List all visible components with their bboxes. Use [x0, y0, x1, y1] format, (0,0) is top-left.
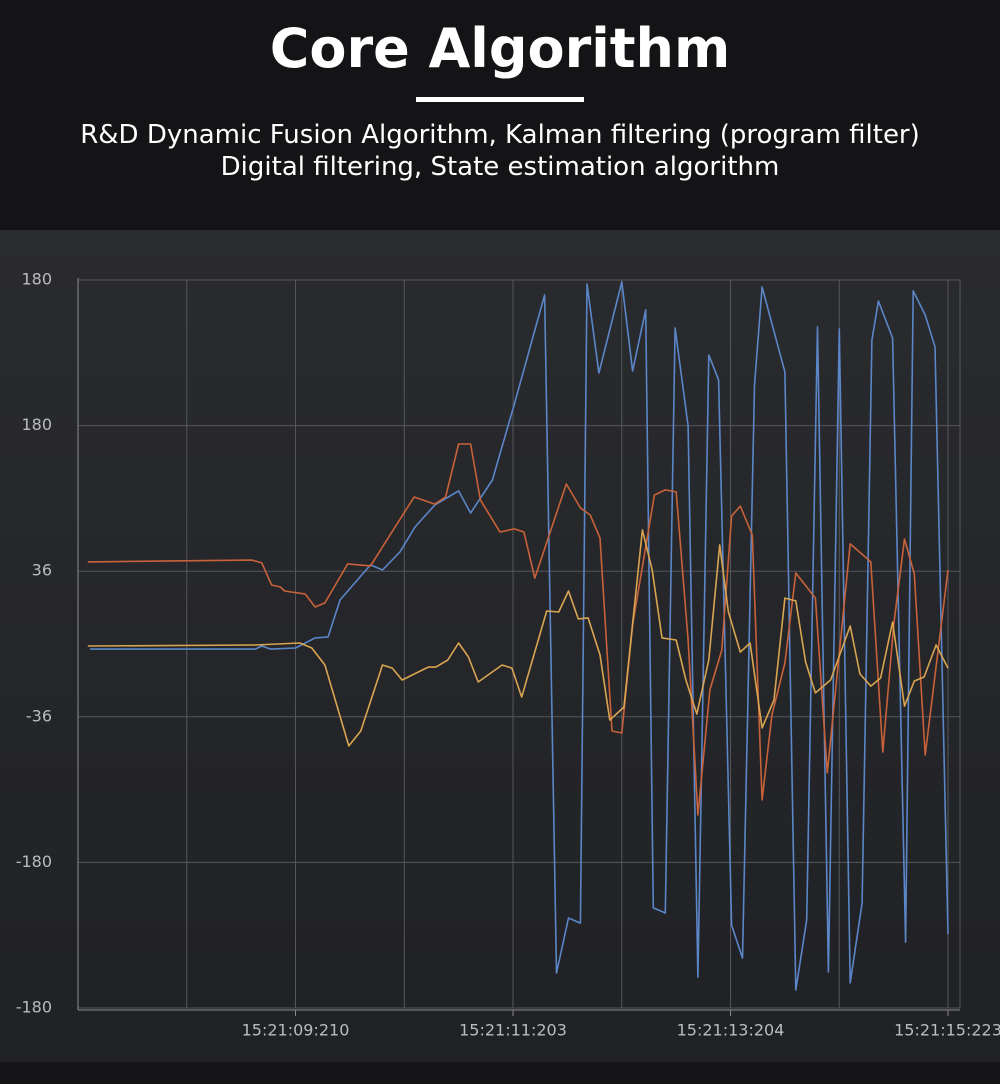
title-underline [416, 97, 584, 102]
data-line [87, 443, 949, 816]
x-tick-label: 15:21:11:203 [459, 1021, 567, 1040]
y-tick-label: 180 [21, 270, 52, 289]
y-tick-label: -180 [16, 998, 52, 1017]
footer-strip [0, 1062, 1000, 1084]
data-line [90, 281, 949, 991]
title: Core Algorithm [269, 17, 731, 80]
y-tick-label: 36 [32, 561, 52, 580]
y-tick-label: 180 [21, 415, 52, 434]
x-tick-label: 15:21:09:210 [242, 1021, 350, 1040]
y-tick-label: -36 [26, 706, 52, 725]
subtitle: R&D Dynamic Fusion Algorithm, Kalman fil… [80, 120, 920, 150]
header: Core Algorithm R&D Dynamic Fusion Algori… [0, 0, 1000, 230]
y-tick-label: -180 [16, 852, 52, 871]
x-tick-label: 15:21:13:204 [677, 1021, 785, 1040]
data-line [87, 529, 949, 747]
chart: 180 180 36 -36 -180 -180 15:21:09:210 15:21:11:… [0, 230, 1000, 1062]
subtitle: Digital filtering, State estimation algo… [220, 152, 780, 182]
x-tick-label: 15:21:15:223 [894, 1021, 1000, 1040]
